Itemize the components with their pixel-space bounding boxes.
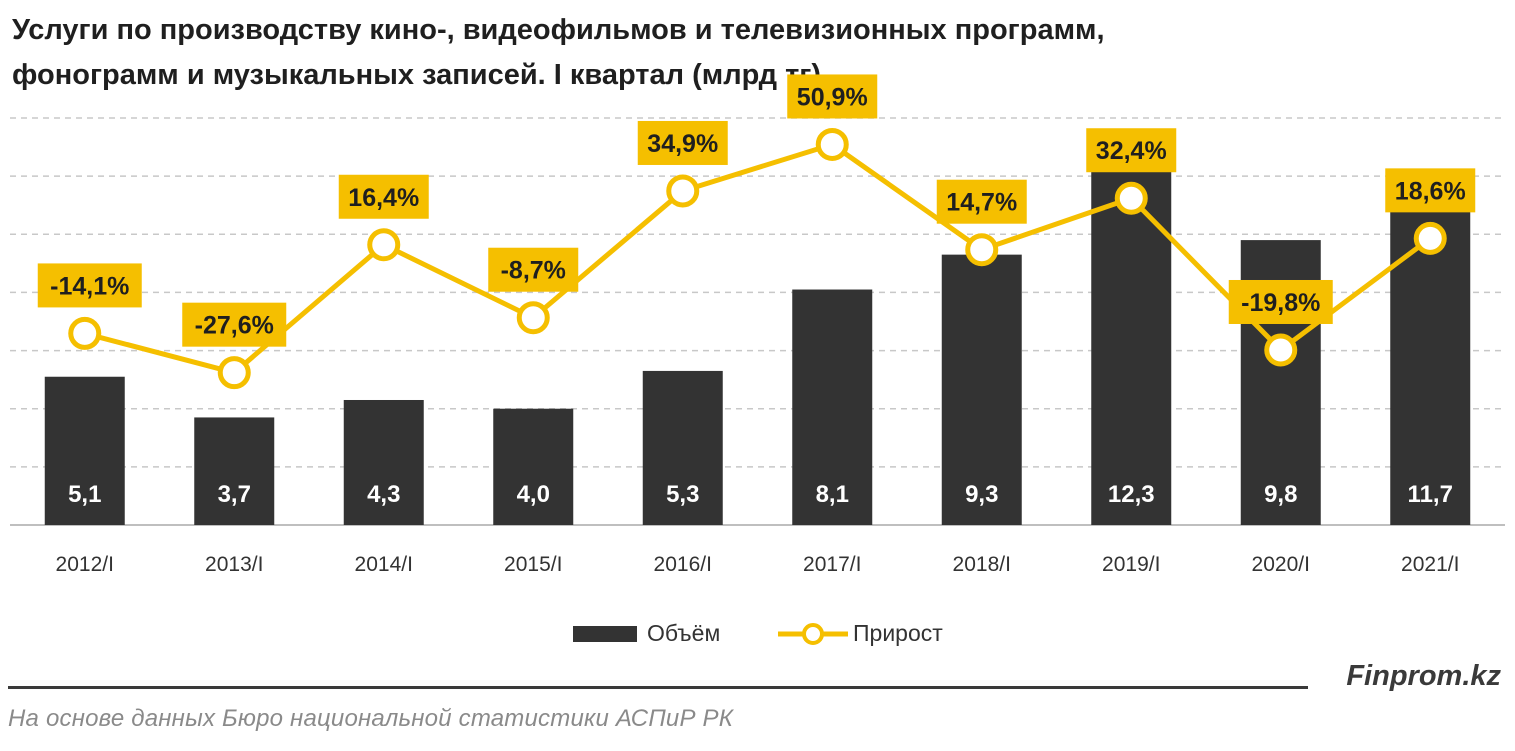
source-divider	[8, 686, 1308, 689]
bar-value-label: 4,3	[367, 481, 400, 508]
growth-label-box	[787, 74, 878, 119]
legend: Объём Прирост	[573, 620, 943, 646]
chart-title-line-1: Услуги по производству кино-, видеофильм…	[12, 14, 1105, 46]
x-tick-label: 2012/I	[56, 553, 114, 576]
growth-label: 14,7%	[946, 189, 1017, 217]
bar-value-label: 8,1	[816, 481, 849, 508]
growth-point-2012/I	[68, 316, 102, 350]
growth-label: -8,7%	[501, 257, 566, 285]
growth-point-2017/I	[815, 127, 849, 161]
bar-2012/I	[44, 376, 125, 525]
line-series	[68, 127, 1447, 390]
x-tick-label: 2018/I	[953, 553, 1011, 576]
bar-2014/I	[343, 399, 424, 525]
source-note: На основе данных Бюро национальной стати…	[8, 705, 734, 732]
bar-value-label: 12,3	[1108, 481, 1155, 508]
bar-2013/I	[194, 417, 275, 525]
bar-2019/I	[1091, 167, 1172, 525]
bar-2017/I	[792, 289, 873, 525]
x-tick-label: 2015/I	[504, 553, 562, 576]
growth-label: 32,4%	[1096, 137, 1167, 165]
bar-value-label: 3,7	[218, 481, 251, 508]
legend-bar-swatch	[573, 626, 637, 642]
chart-title-line-2: фонограмм и музыкальных записей. I кварт…	[12, 59, 822, 91]
x-tick-label: 2017/I	[803, 553, 861, 576]
growth-label-box	[637, 120, 728, 165]
growth-label: -14,1%	[50, 272, 129, 300]
brand-logo: Finprom.kz	[1346, 660, 1501, 692]
x-tick-label: 2019/I	[1102, 553, 1160, 576]
growth-label-box	[37, 263, 142, 308]
x-tick-label: 2014/I	[355, 553, 413, 576]
chart-title: Услуги по производству кино-, видеофильм…	[12, 8, 1502, 98]
x-axis: 2012/I 2013/I 2014/I 2015/I 2016/I 2017/I 2018…	[56, 553, 1460, 576]
growth-label-box	[1086, 128, 1177, 173]
data-labels: -14,1% -27,6% 16,4% -8,7% 34,9% 50,9% 14,7% 32,…	[37, 74, 1476, 347]
growth-label-box	[936, 179, 1027, 224]
growth-point-2021/I	[1413, 221, 1447, 255]
bar-value-label: 9,8	[1264, 481, 1297, 508]
growth-label-box	[182, 302, 287, 347]
growth-point-2014/I	[367, 228, 401, 262]
x-tick-label: 2020/I	[1252, 553, 1310, 576]
growth-label: -27,6%	[195, 312, 274, 340]
bar-value-label: 11,7	[1408, 481, 1453, 508]
bar-value-label: 9,3	[965, 481, 998, 508]
growth-label: 18,6%	[1395, 177, 1466, 205]
growth-point-2016/I	[666, 174, 700, 208]
bar-value-label: 4,0	[517, 481, 550, 508]
x-tick-label: 2021/I	[1401, 553, 1459, 576]
bar-2016/I	[642, 370, 723, 525]
bar-value-label: 5,3	[666, 481, 699, 508]
growth-point-2018/I	[965, 233, 999, 267]
growth-label: 34,9%	[647, 130, 718, 158]
x-tick-label: 2016/I	[654, 553, 712, 576]
bar-series: 5,1 3,7 4,3 4,0 5,3 8,1 9,3 12,3 9,8 11,7	[44, 167, 1471, 525]
growth-point-2013/I	[217, 356, 251, 390]
growth-point-2020/I	[1264, 333, 1298, 367]
bar-value-label: 5,1	[68, 481, 101, 508]
growth-point-2015/I	[516, 301, 550, 335]
growth-label: 50,9%	[797, 83, 868, 111]
bar-2015/I	[493, 408, 574, 525]
growth-label-box	[1385, 168, 1476, 213]
growth-point-2019/I	[1114, 181, 1148, 215]
growth-line	[84, 141, 1432, 376]
legend-line-marker	[802, 623, 824, 645]
growth-label-box	[488, 247, 579, 292]
bar-2018/I	[941, 254, 1022, 525]
growth-label: -19,8%	[1241, 289, 1320, 317]
growth-label: 16,4%	[348, 184, 419, 212]
x-tick-label: 2013/I	[205, 553, 263, 576]
legend-bar-label: Объём	[647, 620, 720, 646]
growth-label-box	[1228, 279, 1333, 324]
growth-label-box	[338, 174, 429, 219]
legend-line-label: Прирост	[853, 620, 943, 646]
